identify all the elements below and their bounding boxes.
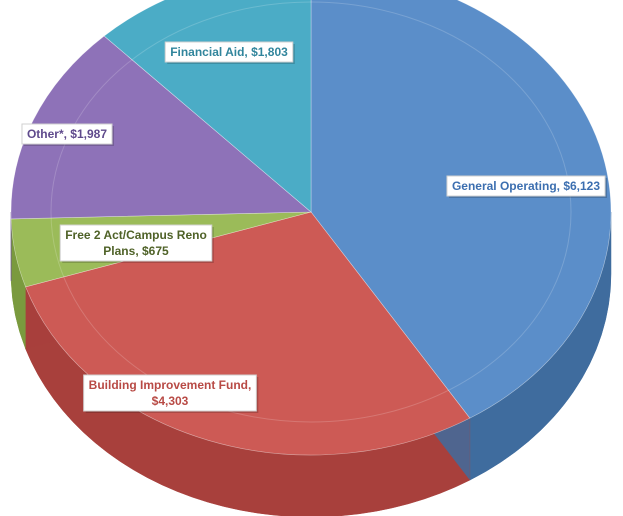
data-label-box <box>83 374 257 412</box>
data-label-box <box>164 41 294 63</box>
data-label-box <box>21 123 113 145</box>
data-label-text: General Operating, $6,123 <box>452 179 600 193</box>
data-label-text: Plans, $675 <box>103 244 169 258</box>
data-label-general-operating: General Operating, $6,123 <box>446 175 608 198</box>
pie-highlight-ring <box>50 1 572 423</box>
data-label-other-: Other*, $1,987 <box>21 123 115 146</box>
data-label-box <box>446 175 606 197</box>
data-label-box <box>59 224 213 262</box>
data-label-text: Other*, $1,987 <box>27 127 107 141</box>
data-label-building-improvement-fund: Building Improvement Fund, $4,303 <box>83 374 259 413</box>
pie-data-labels: General Operating, $6,123 Building Improv… <box>21 41 608 413</box>
data-label-text: $4,303 <box>152 394 189 408</box>
data-label-text: Free 2 Act/Campus Reno <box>65 228 207 242</box>
data-label-text: Financial Aid, $1,803 <box>170 45 288 59</box>
pie-slice-general-operating <box>310 0 612 419</box>
data-label-text: Building Improvement Fund, <box>89 378 252 392</box>
pie-slice-other- <box>10 35 312 220</box>
data-label-financial-aid: Financial Aid, $1,803 <box>164 41 295 64</box>
data-label-free-2-act-campus-reno-plans: Free 2 Act/Campus Reno Plans, $675 <box>59 224 214 263</box>
